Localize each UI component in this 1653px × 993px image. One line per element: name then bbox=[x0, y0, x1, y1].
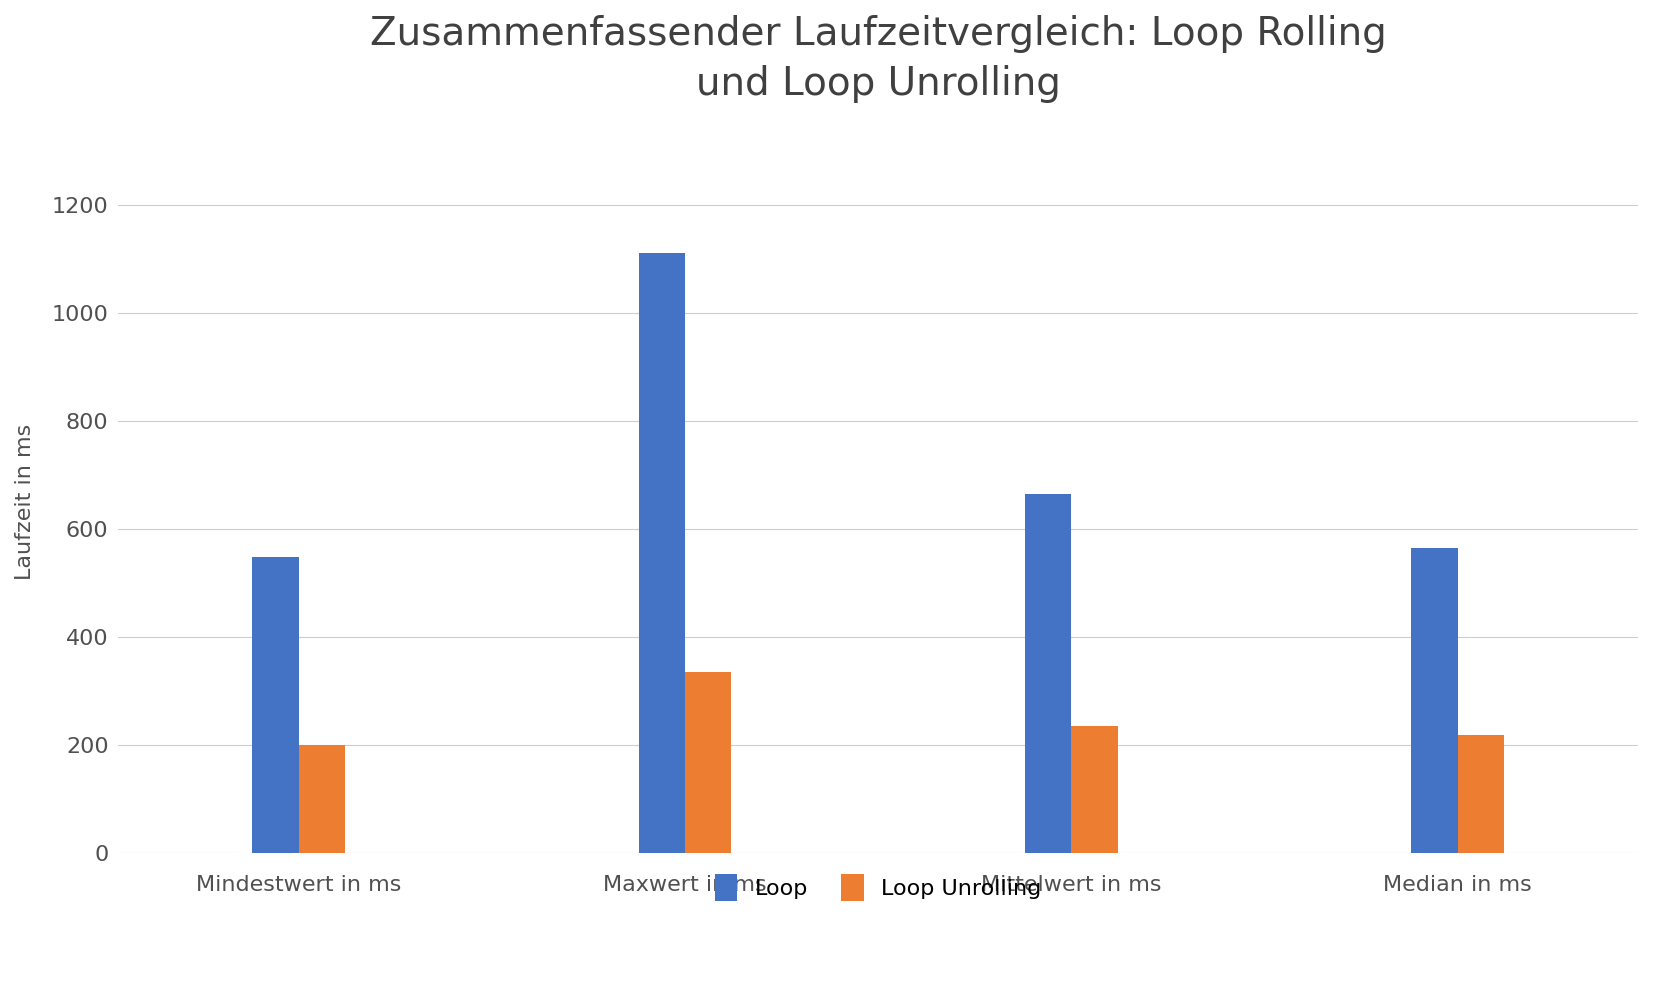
Y-axis label: Laufzeit in ms: Laufzeit in ms bbox=[15, 424, 35, 580]
Bar bbox=[638, 253, 684, 853]
Bar bbox=[253, 557, 299, 853]
Bar bbox=[1412, 548, 1458, 853]
Legend: Loop, Loop Unrolling: Loop, Loop Unrolling bbox=[704, 863, 1053, 913]
Title: Zusammenfassender Laufzeitvergleich: Loop Rolling
und Loop Unrolling: Zusammenfassender Laufzeitvergleich: Loo… bbox=[370, 15, 1387, 103]
Bar bbox=[1025, 494, 1071, 853]
Bar bbox=[299, 745, 345, 853]
Bar bbox=[684, 672, 731, 853]
Bar bbox=[1071, 726, 1117, 853]
Bar bbox=[1458, 735, 1504, 853]
